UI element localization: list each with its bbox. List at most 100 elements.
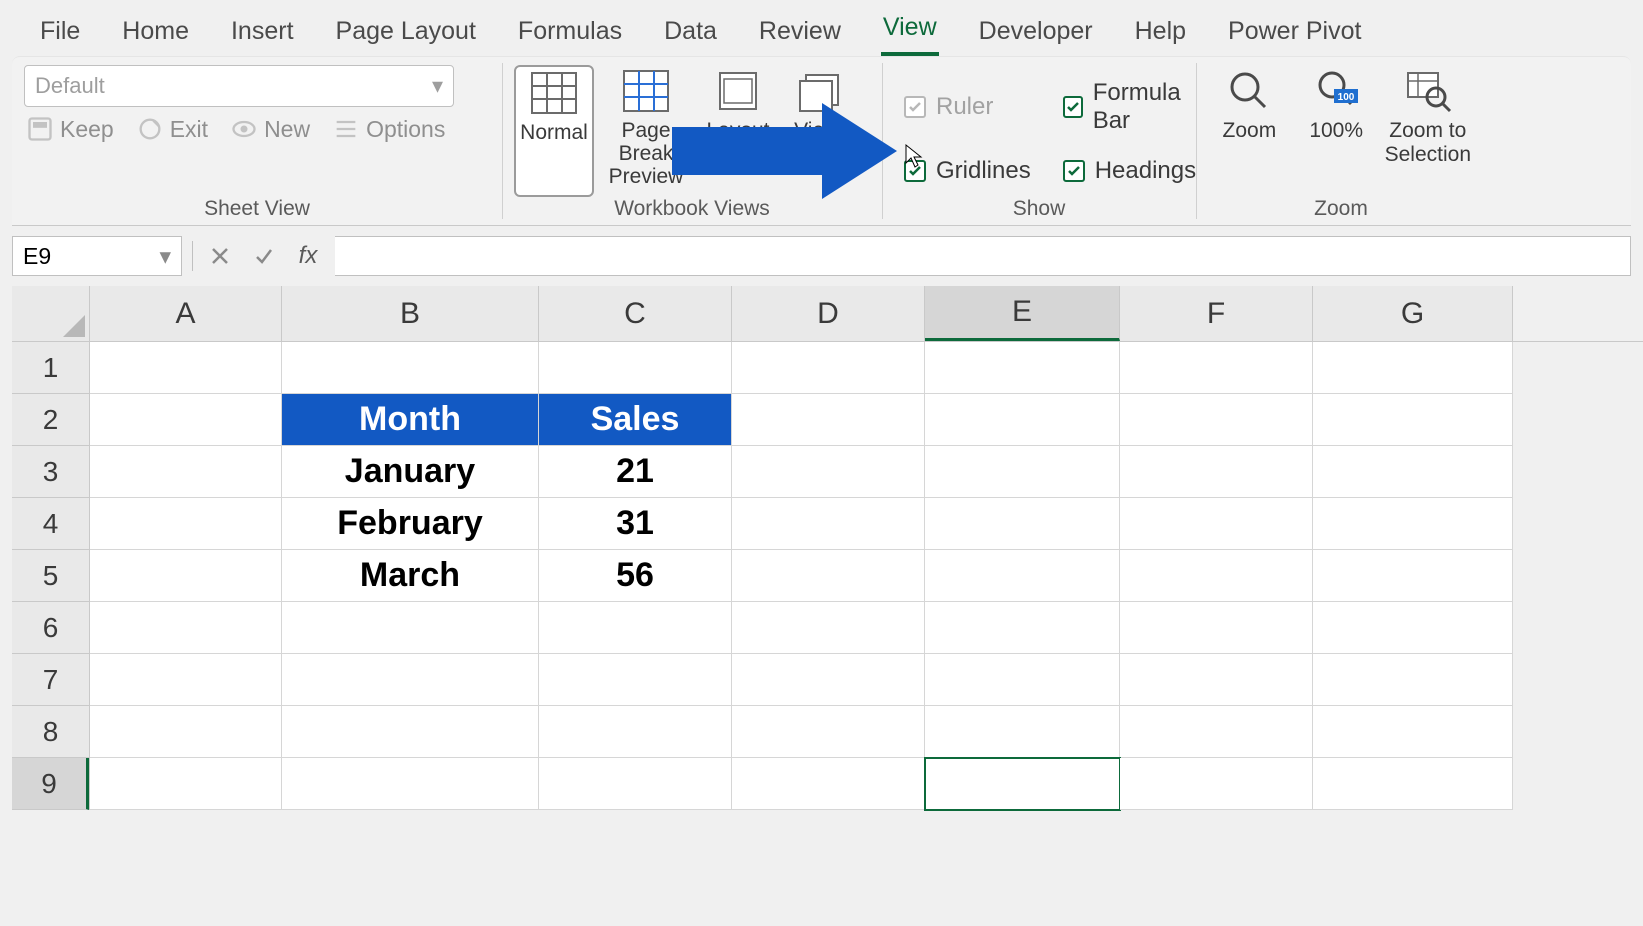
cell[interactable]	[925, 446, 1120, 498]
column-header[interactable]: A	[90, 286, 282, 341]
keep-button[interactable]: Keep	[26, 115, 114, 143]
cell[interactable]	[732, 602, 925, 654]
insert-function-button[interactable]: fx	[291, 239, 325, 273]
custom-views-button[interactable]: Views	[782, 65, 862, 197]
column-header[interactable]: G	[1313, 286, 1513, 341]
cell[interactable]	[1313, 446, 1513, 498]
row-header[interactable]: 5	[12, 550, 89, 602]
tab-home[interactable]: Home	[120, 9, 191, 56]
cell[interactable]: Month	[282, 394, 539, 446]
zoom-100-button[interactable]: 100 100%	[1295, 65, 1378, 143]
cell[interactable]	[1120, 394, 1313, 446]
cell[interactable]	[90, 654, 282, 706]
cell[interactable]: February	[282, 498, 539, 550]
select-all-corner[interactable]	[12, 286, 90, 342]
tab-review[interactable]: Review	[757, 9, 843, 56]
cell[interactable]	[732, 446, 925, 498]
cell[interactable]: March	[282, 550, 539, 602]
cell[interactable]	[282, 706, 539, 758]
tab-formulas[interactable]: Formulas	[516, 9, 624, 56]
row-header[interactable]: 6	[12, 602, 89, 654]
cell[interactable]	[1120, 706, 1313, 758]
cell[interactable]	[1120, 446, 1313, 498]
row-header[interactable]: 7	[12, 654, 89, 706]
cell[interactable]	[282, 342, 539, 394]
cell[interactable]	[90, 602, 282, 654]
cell[interactable]: 21	[539, 446, 732, 498]
cell[interactable]	[539, 654, 732, 706]
cell[interactable]	[1120, 550, 1313, 602]
cell[interactable]	[90, 394, 282, 446]
gridlines-checkbox[interactable]: Gridlines	[904, 157, 1031, 185]
cell[interactable]	[1313, 550, 1513, 602]
cell[interactable]	[925, 498, 1120, 550]
cell[interactable]	[1120, 342, 1313, 394]
enter-formula-button[interactable]	[247, 239, 281, 273]
row-header[interactable]: 3	[12, 446, 89, 498]
cell[interactable]	[1120, 602, 1313, 654]
cell[interactable]	[539, 342, 732, 394]
cell[interactable]	[282, 654, 539, 706]
exit-button[interactable]: Exit	[136, 115, 208, 143]
sheet-view-dropdown[interactable]: Default ▾	[24, 65, 454, 107]
cell[interactable]	[539, 706, 732, 758]
cancel-formula-button[interactable]	[203, 239, 237, 273]
cell[interactable]	[539, 602, 732, 654]
cell[interactable]	[1120, 498, 1313, 550]
tab-view[interactable]: View	[881, 5, 939, 56]
formula-bar-checkbox[interactable]: Formula Bar	[1063, 79, 1196, 135]
cell[interactable]	[1313, 654, 1513, 706]
column-header[interactable]: F	[1120, 286, 1313, 341]
cell[interactable]	[90, 758, 282, 810]
cell[interactable]	[1313, 758, 1513, 810]
page-break-preview-button[interactable]: Page Break Preview	[598, 65, 694, 197]
cell[interactable]	[539, 758, 732, 810]
cell[interactable]	[90, 706, 282, 758]
row-header[interactable]: 2	[12, 394, 89, 446]
row-header[interactable]: 9	[12, 758, 89, 810]
zoom-button[interactable]: Zoom	[1208, 65, 1291, 143]
cell[interactable]: January	[282, 446, 539, 498]
new-button[interactable]: New	[230, 115, 310, 143]
column-header[interactable]: B	[282, 286, 539, 341]
cell[interactable]	[925, 758, 1120, 810]
cell[interactable]	[925, 394, 1120, 446]
cell[interactable]	[1313, 602, 1513, 654]
tab-help[interactable]: Help	[1133, 9, 1188, 56]
cell[interactable]: 56	[539, 550, 732, 602]
tab-power-pivot[interactable]: Power Pivot	[1226, 9, 1363, 56]
cell[interactable]	[90, 446, 282, 498]
cell[interactable]	[282, 758, 539, 810]
row-header[interactable]: 1	[12, 342, 89, 394]
cell[interactable]	[1313, 342, 1513, 394]
cell[interactable]	[925, 706, 1120, 758]
cell[interactable]	[90, 550, 282, 602]
column-header[interactable]: E	[925, 286, 1120, 341]
tab-developer[interactable]: Developer	[977, 9, 1095, 56]
tab-file[interactable]: File	[38, 9, 82, 56]
cell[interactable]	[90, 498, 282, 550]
column-header[interactable]: C	[539, 286, 732, 341]
cell[interactable]	[925, 602, 1120, 654]
cell[interactable]	[732, 706, 925, 758]
cell[interactable]	[1120, 654, 1313, 706]
name-box[interactable]: E9 ▾	[12, 236, 182, 276]
cell[interactable]	[1313, 394, 1513, 446]
formula-input[interactable]	[335, 236, 1631, 276]
cell[interactable]	[732, 550, 925, 602]
cell[interactable]	[732, 654, 925, 706]
cell[interactable]	[1120, 758, 1313, 810]
tab-data[interactable]: Data	[662, 9, 719, 56]
options-button[interactable]: Options	[332, 115, 445, 143]
cell[interactable]	[732, 394, 925, 446]
zoom-selection-button[interactable]: Zoom to Selection	[1382, 65, 1474, 167]
headings-checkbox[interactable]: Headings	[1063, 157, 1196, 185]
row-header[interactable]: 8	[12, 706, 89, 758]
page-layout-button[interactable]: Layout	[698, 65, 778, 197]
cell[interactable]	[282, 602, 539, 654]
cell[interactable]: Sales	[539, 394, 732, 446]
cell[interactable]	[925, 342, 1120, 394]
cell[interactable]	[925, 550, 1120, 602]
cell[interactable]	[732, 342, 925, 394]
cell[interactable]	[90, 342, 282, 394]
